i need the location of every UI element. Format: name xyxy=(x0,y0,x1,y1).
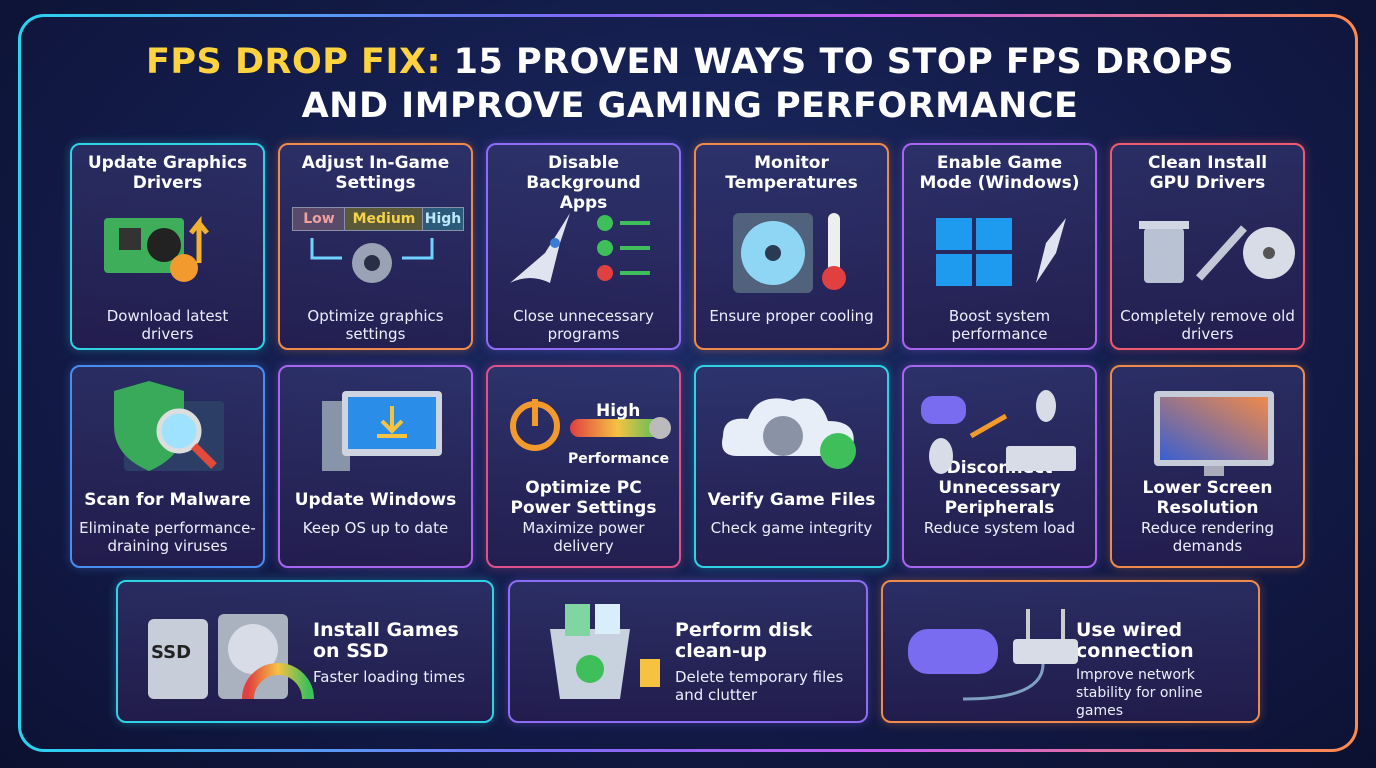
card: Disconnect Unnecessary Peripherals Reduce… xyxy=(902,365,1097,568)
card-description: Check game integrity xyxy=(710,519,873,537)
card: Perform disk clean-up Delete temporary fi… xyxy=(508,580,868,723)
icon xyxy=(908,609,1078,701)
icon-label: Low xyxy=(292,207,346,231)
card-title: Verify Game Files xyxy=(707,490,876,510)
card: Update Windows Keep OS up to date xyxy=(278,365,473,568)
card-title: Monitor Temperatures xyxy=(725,153,858,193)
title-highlight: FPS DROP FIX: xyxy=(146,42,441,82)
card-description: Delete temporary files and clutter xyxy=(675,668,844,704)
icon xyxy=(921,390,1076,474)
card-title: Optimize PC Power Settings xyxy=(510,478,657,518)
card-title: Enable Game Mode (Windows) xyxy=(919,153,1080,193)
icon-label: High xyxy=(596,401,641,421)
card-description: Keep OS up to date xyxy=(302,519,449,537)
card-description: Eliminate performance-draining viruses xyxy=(79,519,256,555)
card: Lower Screen Resolution Reduce rendering … xyxy=(1110,365,1305,568)
card-description: Reduce rendering demands xyxy=(1141,519,1274,555)
icon xyxy=(733,213,846,293)
icon xyxy=(1154,391,1274,476)
card-title: Update Graphics Drivers xyxy=(87,153,248,193)
card: Scan for Malware Eliminate performance-dr… xyxy=(70,365,265,568)
card-description: Boost system performance xyxy=(948,307,1051,343)
card-description: Faster loading times xyxy=(313,668,466,686)
card-title: Scan for Malware xyxy=(84,490,251,510)
icon xyxy=(310,238,434,283)
card-title: Update Windows xyxy=(294,490,457,510)
icon-label: High xyxy=(422,207,464,231)
icon-label: SSD xyxy=(151,642,192,663)
title-rest: 15 PROVEN WAYS TO STOP FPS DROPS AND IMP… xyxy=(301,42,1234,126)
card: Verify Game Files Check game integrity xyxy=(694,365,889,568)
card: Use wired connection Improve network stab… xyxy=(881,580,1260,723)
card-description: Close unnecessary programs xyxy=(513,307,654,343)
icon xyxy=(510,213,650,283)
card-title: Clean Install GPU Drivers xyxy=(1147,153,1268,193)
card: Enable Game Mode (Windows) Boost system p… xyxy=(902,143,1097,350)
card: Monitor Temperatures Ensure proper coolin… xyxy=(694,143,889,350)
icon xyxy=(510,399,671,451)
card: Adjust In-Game Settings Optimize graphics… xyxy=(278,143,473,350)
card-description: Improve network stability for online gam… xyxy=(1076,667,1203,719)
card-description: Download latest drivers xyxy=(106,307,229,343)
card-description: Maximize power delivery xyxy=(522,519,645,555)
card-description: Reduce system load xyxy=(923,519,1076,537)
card-description: Completely remove old drivers xyxy=(1120,307,1295,343)
title: FPS DROP FIX: 15 PROVEN WAYS TO STOP FPS… xyxy=(140,40,1240,128)
icon-label: Performance xyxy=(568,451,670,467)
card: Update Graphics Drivers Download latest d… xyxy=(70,143,265,350)
icon-label: Medium xyxy=(344,207,424,231)
icon xyxy=(104,215,209,282)
card-title: Adjust In-Game Settings xyxy=(301,153,450,193)
icon xyxy=(322,391,442,471)
icon xyxy=(550,604,660,699)
icon xyxy=(148,614,314,700)
card-title: Disable Background Apps xyxy=(526,153,641,213)
card: Disable Background Apps Close unnecessary… xyxy=(486,143,681,350)
card: Install Games on SSD Faster loading times… xyxy=(116,580,494,723)
icon xyxy=(936,218,1066,286)
card-title: Use wired connection xyxy=(1076,619,1194,662)
card-description: Optimize graphics settings xyxy=(307,307,444,343)
icon xyxy=(1139,221,1295,283)
card-title: Perform disk clean-up xyxy=(675,619,813,662)
card: Clean Install GPU Drivers Completely remo… xyxy=(1110,143,1305,350)
icon xyxy=(722,398,856,469)
card-title: Lower Screen Resolution xyxy=(1142,478,1273,518)
card: Optimize PC Power Settings Maximize power… xyxy=(486,365,681,568)
card-description: Ensure proper cooling xyxy=(709,307,874,325)
icon xyxy=(114,381,224,471)
card-title: Install Games on SSD xyxy=(313,619,459,662)
